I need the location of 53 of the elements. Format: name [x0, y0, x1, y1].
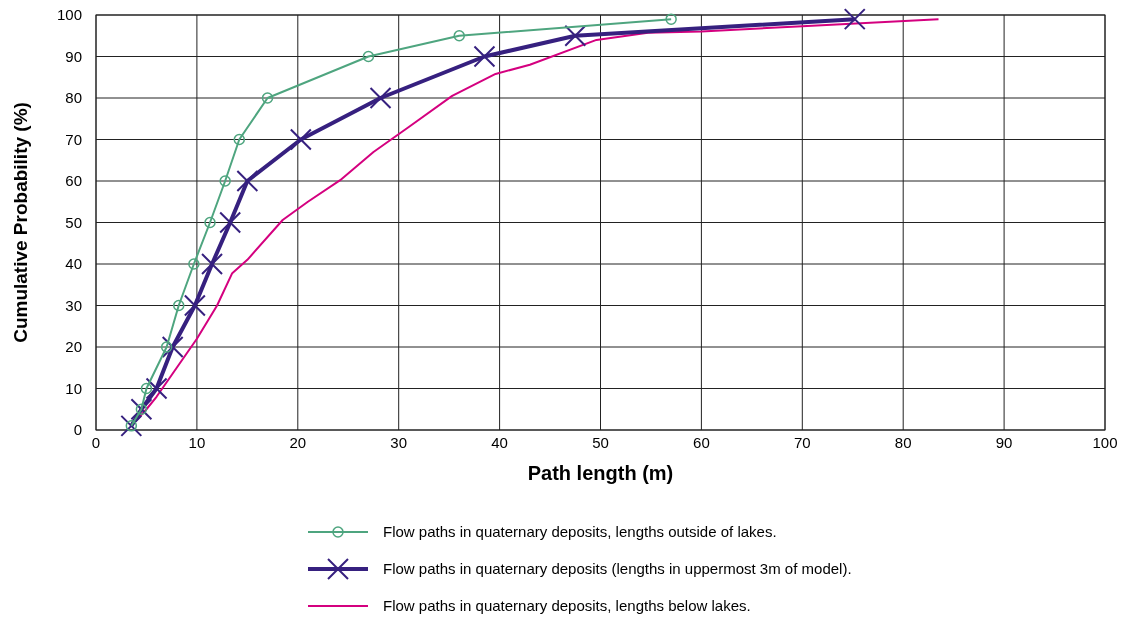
point: [564, 24, 587, 47]
point: [473, 45, 496, 68]
y-tick-label: 70: [65, 130, 82, 148]
y-tick-label: 20: [65, 338, 82, 355]
legend-label: Flow paths in quaternary deposits, lengths outside of lakes.: [383, 523, 777, 540]
point: [236, 170, 259, 192]
y-tick-label: 90: [65, 47, 82, 65]
x-tick-label: 40: [491, 434, 508, 451]
y-tick-label: 80: [65, 89, 82, 106]
y-tick-label: 50: [65, 213, 82, 231]
legend-label: Flow paths in quaternary deposits (lengths in uppermost 3m of model).: [383, 560, 852, 577]
x-tick-label: 30: [390, 434, 408, 451]
point: [140, 382, 153, 395]
point: [233, 133, 246, 146]
y-tick-label: 100: [56, 6, 82, 23]
point: [120, 414, 143, 437]
point: [261, 92, 274, 104]
point: [362, 50, 375, 63]
point: [161, 336, 184, 358]
x-tick-label: 80: [894, 434, 912, 451]
y-tick-label: 0: [73, 421, 82, 438]
point: [369, 87, 392, 109]
point: [172, 299, 185, 312]
y-tick-label: 10: [65, 379, 82, 397]
x-tick-label: 70: [793, 434, 811, 451]
point: [289, 128, 312, 151]
point: [145, 377, 168, 400]
point: [135, 403, 148, 415]
legend-label: Flow paths in quaternary deposits, lengths below lakes.: [383, 597, 751, 614]
x-tick-label: 10: [188, 434, 206, 451]
point: [183, 294, 206, 317]
point: [843, 8, 866, 31]
point: [125, 420, 138, 432]
x-tick-label: 0: [91, 434, 101, 451]
x-tick-label: 100: [1092, 434, 1118, 451]
point: [453, 30, 465, 42]
point: [160, 341, 173, 353]
point: [665, 13, 677, 25]
x-tick-label: 50: [592, 434, 609, 451]
point: [219, 175, 231, 187]
y-axis-title: Cumulative Probability (%): [10, 102, 31, 343]
y-tick-label: 30: [65, 296, 82, 314]
y-tick-label: 60: [65, 172, 82, 189]
point: [130, 398, 153, 421]
x-tick-label: 90: [995, 434, 1013, 451]
point: [201, 253, 224, 275]
y-tick-label: 40: [65, 255, 82, 272]
x-axis-title: Path length (m): [527, 462, 674, 484]
x-tick-label: 60: [693, 434, 710, 451]
point: [188, 258, 200, 270]
x-tick-label: 20: [289, 434, 307, 451]
point: [204, 216, 216, 229]
point: [219, 211, 242, 234]
